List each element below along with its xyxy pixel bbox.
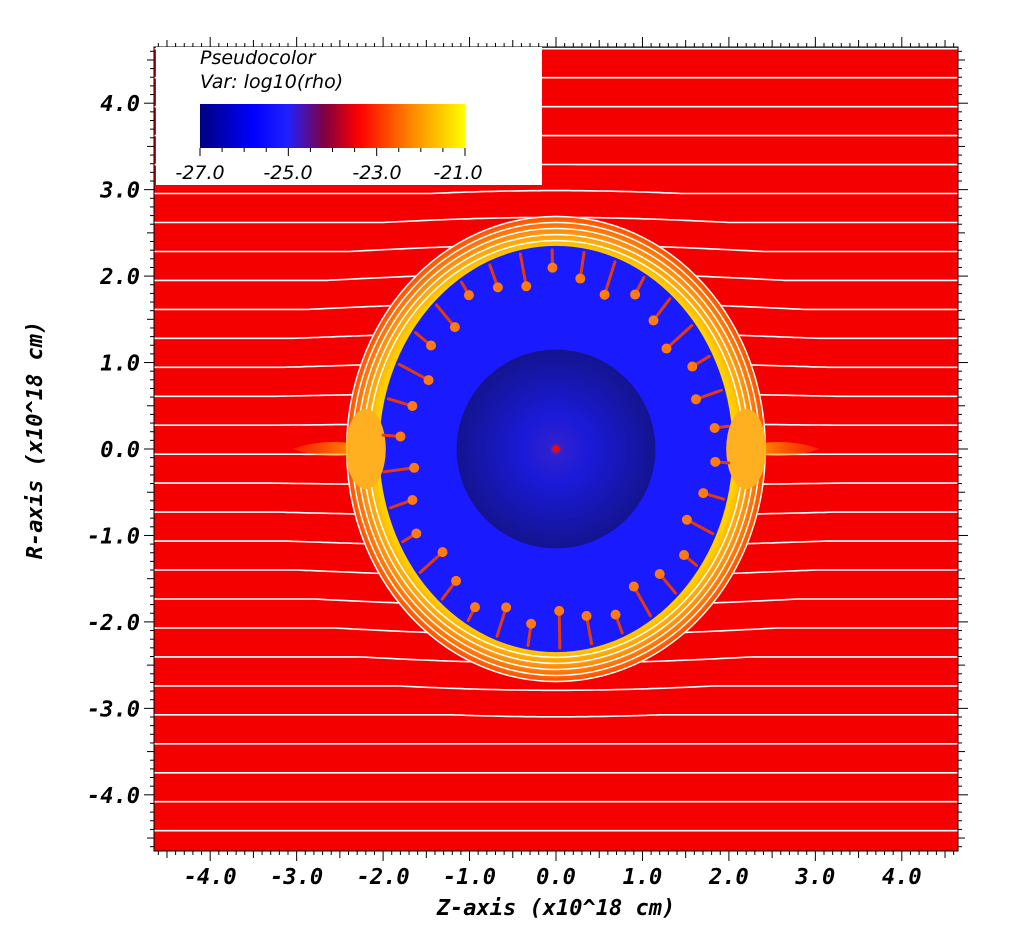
y-tick-label: -3.0 xyxy=(87,697,140,722)
equatorial-jets xyxy=(292,409,820,489)
x-tick-label: -4.0 xyxy=(184,865,237,890)
colorbar-tick-label: -25.0 xyxy=(263,162,312,184)
instability-finger xyxy=(418,550,445,575)
jet-base-right xyxy=(726,409,767,489)
y-tick-label: 2.0 xyxy=(99,265,140,290)
instability-finger xyxy=(557,609,562,650)
instability-clump xyxy=(599,289,610,300)
colorbar-tick-label: -27.0 xyxy=(175,162,224,184)
jet-base-left xyxy=(345,409,386,489)
x-axis-title: Z-axis (x10^18 cm) xyxy=(436,896,675,921)
instability-clump xyxy=(554,605,565,616)
y-tick-label: 1.0 xyxy=(100,352,140,377)
instability-clump xyxy=(690,394,701,405)
field-line xyxy=(154,685,958,692)
y-tick-label: -4.0 xyxy=(87,784,140,809)
inner-wind-sphere xyxy=(456,349,656,549)
instability-clump xyxy=(628,581,639,592)
instability-clumps xyxy=(381,248,731,650)
instability-clump xyxy=(661,343,672,354)
y-axis: 4.0 3.0 2.0 1.0 0.0 -1.0 -2.0 -3.0 -4.0 xyxy=(87,50,968,848)
colorbar-tick-label: -21.0 xyxy=(433,162,482,184)
instability-clump xyxy=(709,422,720,433)
instability-finger xyxy=(632,585,652,618)
x-tick-label: -3.0 xyxy=(270,865,323,890)
x-tick-label: 4.0 xyxy=(882,865,922,890)
instability-clump xyxy=(575,273,586,284)
y-tick-label: 3.0 xyxy=(99,179,140,204)
instability-clump xyxy=(648,315,659,326)
legend-variable: Var: log10(rho) xyxy=(200,71,343,93)
instability-clump xyxy=(451,575,462,586)
plot-area xyxy=(154,47,958,851)
instability-clump xyxy=(710,456,721,467)
colorbar-tick-label: -23.0 xyxy=(352,162,401,184)
instability-finger xyxy=(518,252,528,288)
y-tick-label: 0.0 xyxy=(100,438,140,463)
instability-clump xyxy=(426,340,437,351)
instability-clump xyxy=(395,431,406,442)
colorbar xyxy=(200,104,465,148)
y-tick-label: -1.0 xyxy=(87,524,140,549)
instability-clump xyxy=(547,262,558,273)
x-tick-label: 2.0 xyxy=(708,865,749,890)
instability-clump xyxy=(526,618,537,629)
instability-clump xyxy=(610,609,621,620)
instability-clump xyxy=(581,610,592,621)
instability-clump xyxy=(423,375,434,386)
instability-clump xyxy=(630,289,641,300)
legend-box: Pseudocolor Var: log10(rho) -27.0 -25.0 … xyxy=(156,47,542,185)
instability-clump xyxy=(463,290,474,301)
instability-clump xyxy=(407,401,418,412)
legend-plot-kind: Pseudocolor xyxy=(200,47,317,69)
y-tick-label: -2.0 xyxy=(87,611,140,636)
colorbar-ticks xyxy=(199,148,466,156)
instability-clump xyxy=(698,488,709,499)
instability-clump xyxy=(409,462,420,473)
x-tick-label: -2.0 xyxy=(357,865,410,890)
instability-clump xyxy=(470,602,481,613)
instability-finger xyxy=(495,605,508,638)
x-tick-label: -1.0 xyxy=(443,865,496,890)
field-line xyxy=(154,189,958,195)
instability-clump xyxy=(654,569,665,580)
instability-clump xyxy=(449,322,460,333)
instability-finger xyxy=(603,260,617,297)
x-tick-label: 1.0 xyxy=(623,865,663,890)
instability-clump xyxy=(411,528,422,539)
instability-clump xyxy=(501,602,512,613)
instability-finger xyxy=(382,466,416,474)
instability-clump xyxy=(407,494,418,505)
x-tick-label: 3.0 xyxy=(794,865,835,890)
instability-clump xyxy=(437,547,448,558)
y-axis-title: R-axis (x10^18 cm) xyxy=(23,321,48,559)
y-tick-label: 4.0 xyxy=(100,92,140,117)
instability-clump xyxy=(492,282,503,293)
x-axis: -4.0 -3.0 -2.0 -1.0 0.0 1.0 2.0 3.0 4.0 xyxy=(157,37,955,890)
instability-clump xyxy=(521,281,532,292)
field-line xyxy=(154,713,958,718)
central-source xyxy=(553,446,559,452)
instability-clump xyxy=(681,514,692,525)
x-tick-label: 0.0 xyxy=(536,865,576,890)
instability-finger xyxy=(397,362,431,382)
instability-clump xyxy=(687,361,698,372)
instability-clump xyxy=(679,550,690,561)
instability-finger xyxy=(664,323,694,351)
